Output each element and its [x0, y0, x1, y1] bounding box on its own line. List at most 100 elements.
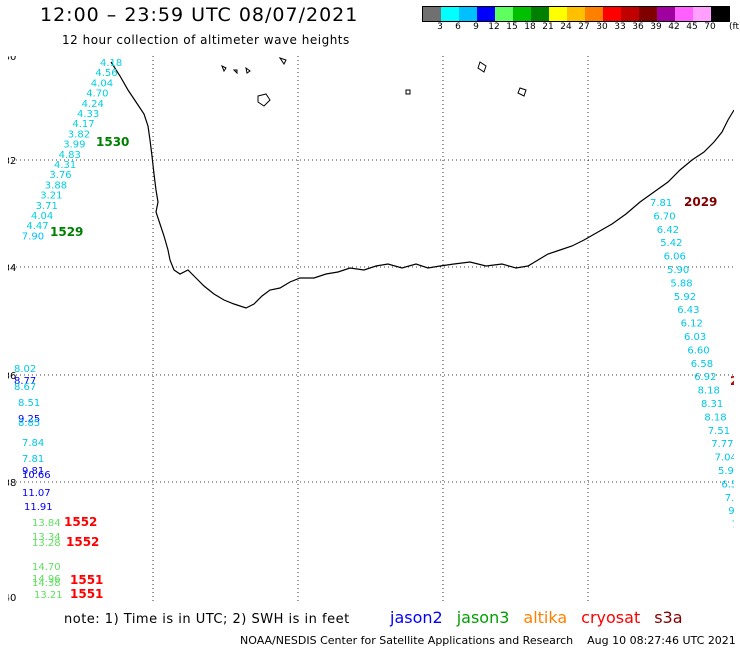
swh-value: 9.25: [18, 414, 40, 425]
swh-value: 4.04: [91, 78, 113, 89]
swh-value: 5.42: [660, 238, 682, 249]
island: [477, 61, 487, 73]
swh-value: 7.81: [650, 198, 672, 209]
legend-unit: (ft): [729, 22, 740, 32]
swh-value: 7.90: [22, 231, 44, 242]
legend-ticks: 3 6 9 12 15 18 21 24 27 30 33 36 39 42 45 70: [422, 22, 728, 34]
latitude-label: -40: [8, 593, 16, 604]
pass-time-label: 1529: [50, 225, 83, 239]
swh-value: 6.58: [691, 359, 713, 370]
swh-value: 5.90: [667, 265, 689, 276]
mission-s3a: s3a: [654, 608, 683, 627]
swh-value: 5.88: [670, 278, 692, 289]
swh-value: 4.56: [95, 68, 117, 79]
legend-swatch: [621, 7, 639, 21]
legend-swatch: [639, 7, 657, 21]
swh-value: 7.5: [725, 493, 734, 504]
pass-time-label: 1530: [96, 135, 129, 149]
credit-text: NOAA/NESDIS Center for Satellite Applica…: [240, 634, 574, 647]
swh-value: 4.17: [72, 119, 94, 130]
graticule: [8, 56, 734, 604]
swh-value: 6.60: [687, 345, 709, 356]
legend-tick: 30: [596, 22, 608, 32]
pass-time-label: 1551: [70, 573, 103, 587]
legend-tick: 21: [542, 22, 554, 32]
legend-tick: 15: [506, 22, 518, 32]
island: [232, 69, 238, 75]
legend-swatch: [549, 7, 567, 21]
legend-tick: 42: [668, 22, 680, 32]
legend-swatch: [693, 7, 711, 21]
pass-time-label: 1552: [64, 515, 97, 529]
swh-value: 4.83: [59, 150, 81, 161]
legend-swatch: [603, 7, 621, 21]
pass-time-label: 2: [730, 374, 734, 388]
legend-swatch: [513, 7, 531, 21]
swh-value: 5.97: [718, 466, 734, 477]
legend-tick: 33: [614, 22, 626, 32]
swh-value: 9.5: [728, 506, 734, 517]
legend-swatch: [423, 7, 441, 21]
coastline: [110, 61, 734, 309]
swh-value: 7.04: [715, 453, 734, 464]
swh-value: 3.76: [49, 170, 71, 181]
legend-swatch: [531, 7, 549, 21]
legend-tick: 18: [524, 22, 536, 32]
legend-tick: 45: [686, 22, 698, 32]
swh-value: 3.71: [36, 201, 58, 212]
chart-subtitle: 12 hour collection of altimeter wave hei…: [62, 33, 350, 47]
track-east: 7.81 6.70 6.42 5.42 6.06 5.90 5.88 5.92 6.43 6.12…: [650, 198, 734, 531]
color-legend: [422, 6, 730, 22]
swh-value: 11.07: [22, 488, 51, 499]
swh-value: 7.81: [22, 454, 44, 465]
island: [221, 64, 227, 73]
island: [405, 89, 411, 95]
legend-tick: 6: [455, 22, 461, 32]
generated-timestamp: Aug 10 08:27:46 UTC 2021: [587, 634, 736, 647]
islands: [221, 57, 527, 107]
swh-value: 6.70: [653, 211, 675, 222]
swh-value: 3.99: [63, 140, 85, 151]
swh-value: 7.51: [708, 426, 730, 437]
latitude-label: -36: [8, 371, 16, 382]
swh-value: 4.31: [54, 160, 76, 171]
legend-tick: 70: [704, 22, 716, 32]
legend-swatch: [459, 7, 477, 21]
footnote: note: 1) Time is in UTC; 2) SWH is in fe…: [64, 612, 350, 627]
pass-time-label: 1551: [70, 587, 103, 601]
legend-tick: 36: [632, 22, 644, 32]
swh-value: 4.24: [82, 99, 104, 110]
track-west-lower: 8.028.778.67 8.51 9.258.85 7.84 7.819.8110.6…: [14, 364, 63, 601]
legend-swatch: [477, 7, 495, 21]
swh-value: 8.18: [704, 412, 726, 423]
legend-tick: 9: [473, 22, 479, 32]
latitude-label: -32: [8, 156, 16, 167]
credit-line: NOAA/NESDIS Center for Satellite Applica…: [240, 634, 736, 647]
swh-value: 13.28: [32, 538, 61, 549]
swh-value: 6.55: [721, 479, 734, 490]
swh-value: 3.21: [40, 191, 62, 202]
swh-value: 13.21: [34, 590, 63, 601]
swh-value: 13.34: [32, 532, 61, 543]
track-west-upper: 4.184.564.044.704.244.334.173.823.994.83…: [22, 58, 122, 242]
legend-swatch: [441, 7, 459, 21]
legend-swatch: [657, 7, 675, 21]
mission-cryosat: cryosat: [581, 608, 641, 627]
legend-tick: 27: [578, 22, 590, 32]
legend-tick: 24: [560, 22, 572, 32]
swh-value: 6.12: [681, 319, 703, 330]
swh-value: 7.: [732, 520, 734, 531]
swh-value: 11.91: [24, 502, 53, 513]
swh-value: 9.81: [22, 466, 44, 477]
legend-swatch: [711, 7, 729, 21]
mission-legend: jason2 jason3 altika cryosat s3a: [390, 608, 697, 627]
swh-value: 6.43: [677, 305, 699, 316]
swh-value: 7.77: [711, 439, 733, 450]
swh-value: 3.88: [45, 180, 67, 191]
legend-tick: 3: [437, 22, 443, 32]
mission-jason2: jason2: [390, 608, 443, 627]
legend-tick: 39: [650, 22, 662, 32]
legend-swatch: [567, 7, 585, 21]
